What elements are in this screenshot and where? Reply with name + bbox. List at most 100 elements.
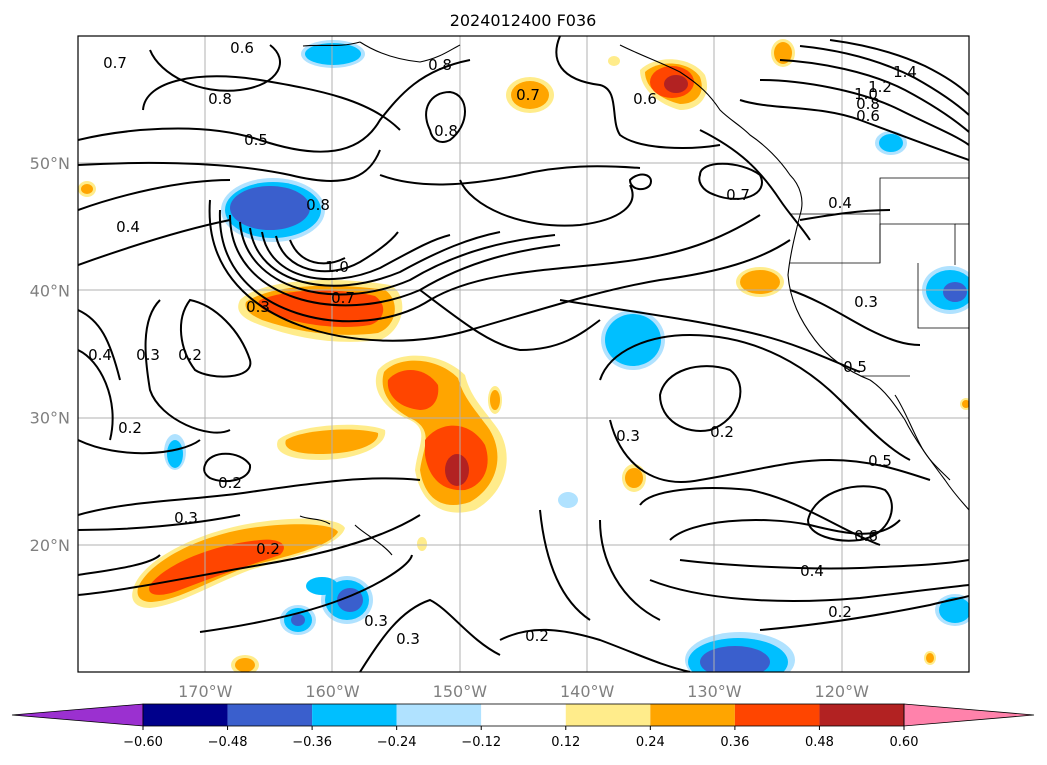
contour-line [78, 59, 471, 153]
contour-label: 0.2 [710, 423, 734, 441]
contour-label: 0.7 [516, 86, 540, 104]
longitude-labels: 170°W 160°W 150°W 140°W 130°W 120°W [178, 682, 869, 701]
contour-label: 0.3 [364, 612, 388, 630]
contour-label: 0.4 [800, 562, 824, 580]
contour-line [239, 221, 556, 296]
contour-label: 1.0 [854, 85, 878, 103]
negative-anomaly-blob [221, 178, 325, 242]
contour-label: 0.3 [136, 346, 160, 364]
contour-line [599, 333, 911, 461]
contour-line [249, 227, 501, 287]
contour-label: 0.8 [208, 90, 232, 108]
contour-line [419, 289, 601, 352]
graticule [78, 36, 969, 672]
positive-anomaly-blob [132, 518, 345, 608]
positive-anomaly-blob [231, 655, 259, 672]
contour-line [78, 514, 421, 596]
contour-label: 0.2 [218, 474, 242, 492]
contour-line [359, 598, 501, 672]
colorbar-tick-label: 0.24 [636, 735, 665, 750]
longitude-label: 160°W [305, 682, 360, 701]
contour-label: 0.6 [854, 527, 878, 545]
colorbar-tick-label: −0.24 [377, 735, 417, 750]
contour-line [78, 439, 201, 455]
longitude-label: 150°W [433, 682, 488, 701]
contour-label: 0.3 [396, 630, 420, 648]
contour-label: 0.6 [856, 107, 880, 125]
contour-label-group: 0.7 0.6 0.8 0.8 0.7 0.6 1.4 1.2 1.0 0.8 … [88, 39, 917, 648]
island-chain [299, 515, 331, 525]
contour-line [739, 99, 969, 161]
contour-label: 0.4 [88, 346, 112, 364]
shaded-fields [78, 39, 969, 672]
colorbar-tick-label: −0.36 [292, 735, 332, 750]
contour-line [799, 209, 891, 221]
longitude-label: 140°W [560, 682, 615, 701]
contour-line [78, 514, 241, 531]
contour-line [149, 44, 281, 92]
contour-line [203, 452, 252, 483]
contour-line [699, 129, 811, 241]
positive-anomaly-blob [736, 267, 784, 297]
contour-label: 0.7 [331, 289, 355, 307]
contour-label: 0.6 [633, 90, 657, 108]
contour-label: 1.0 [325, 258, 349, 276]
contour-label: 1.2 [868, 78, 892, 96]
coastline [302, 41, 361, 47]
longitude-label: 170°W [178, 682, 233, 701]
negative-anomaly-blob [306, 577, 338, 595]
positive-anomaly-blob [488, 386, 502, 414]
contour-line [679, 559, 969, 570]
colorbar-segment [481, 704, 566, 726]
contour-line [555, 36, 721, 149]
colorbar-segment [396, 704, 482, 726]
latitude-label: 20°N [30, 536, 70, 555]
contour-line [275, 231, 399, 273]
contour-line [499, 628, 691, 672]
colorbar-tick-label: 0.48 [805, 735, 834, 750]
colorbar-segment [565, 704, 651, 726]
positive-anomaly-blob [78, 181, 96, 197]
contour-label: 0.7 [726, 186, 750, 204]
contour-line [649, 579, 969, 602]
contour-line [799, 45, 969, 116]
colorbar-segment [734, 704, 820, 726]
contour-line [559, 299, 861, 373]
latitude-label: 40°N [30, 281, 70, 300]
coastlines-and-borders [299, 41, 969, 556]
colorbar-tick-label: −0.12 [461, 735, 501, 750]
contour-label: 0.2 [828, 603, 852, 621]
negative-anomaly-blob [301, 40, 365, 68]
colorbar-segment [227, 704, 313, 726]
contour-label: 0.3 [246, 298, 270, 316]
coastline [619, 44, 803, 216]
contour-label: 0.5 [843, 358, 867, 376]
negative-anomaly-blob [164, 434, 186, 470]
negative-anomaly-blob [558, 492, 578, 508]
colorbar-tick-label: 0.12 [551, 735, 580, 750]
contour-line [789, 289, 921, 346]
contour-label: 0.8 [856, 95, 880, 113]
contour-label: 0.2 [256, 540, 280, 558]
contour-line [459, 179, 634, 227]
longitude-label: 130°W [687, 682, 742, 701]
contour-line [658, 365, 742, 432]
colorbar-tick-label: 0.36 [720, 735, 749, 750]
contour-line [78, 179, 231, 211]
latitude-labels: 50°N 40°N 30°N 20°N [30, 154, 70, 555]
contour-label: 0.6 [230, 39, 254, 57]
contour-line [759, 595, 969, 631]
contour-line [229, 214, 561, 307]
contour-line [261, 231, 451, 281]
positive-anomaly-blob [622, 464, 646, 492]
latitude-label: 30°N [30, 409, 70, 428]
negative-anomaly-blob [875, 131, 907, 155]
contour-line [379, 165, 641, 186]
contour-label: 0.3 [174, 509, 198, 527]
positive-anomaly-blob [238, 280, 403, 342]
map-area: 0.7 0.6 0.8 0.8 0.7 0.6 1.4 1.2 1.0 0.8 … [78, 36, 969, 672]
contour-line [639, 487, 881, 546]
positive-anomaly-blob [771, 39, 795, 67]
positive-anomaly-blob [375, 355, 507, 513]
negative-anomaly-blob [685, 632, 795, 672]
